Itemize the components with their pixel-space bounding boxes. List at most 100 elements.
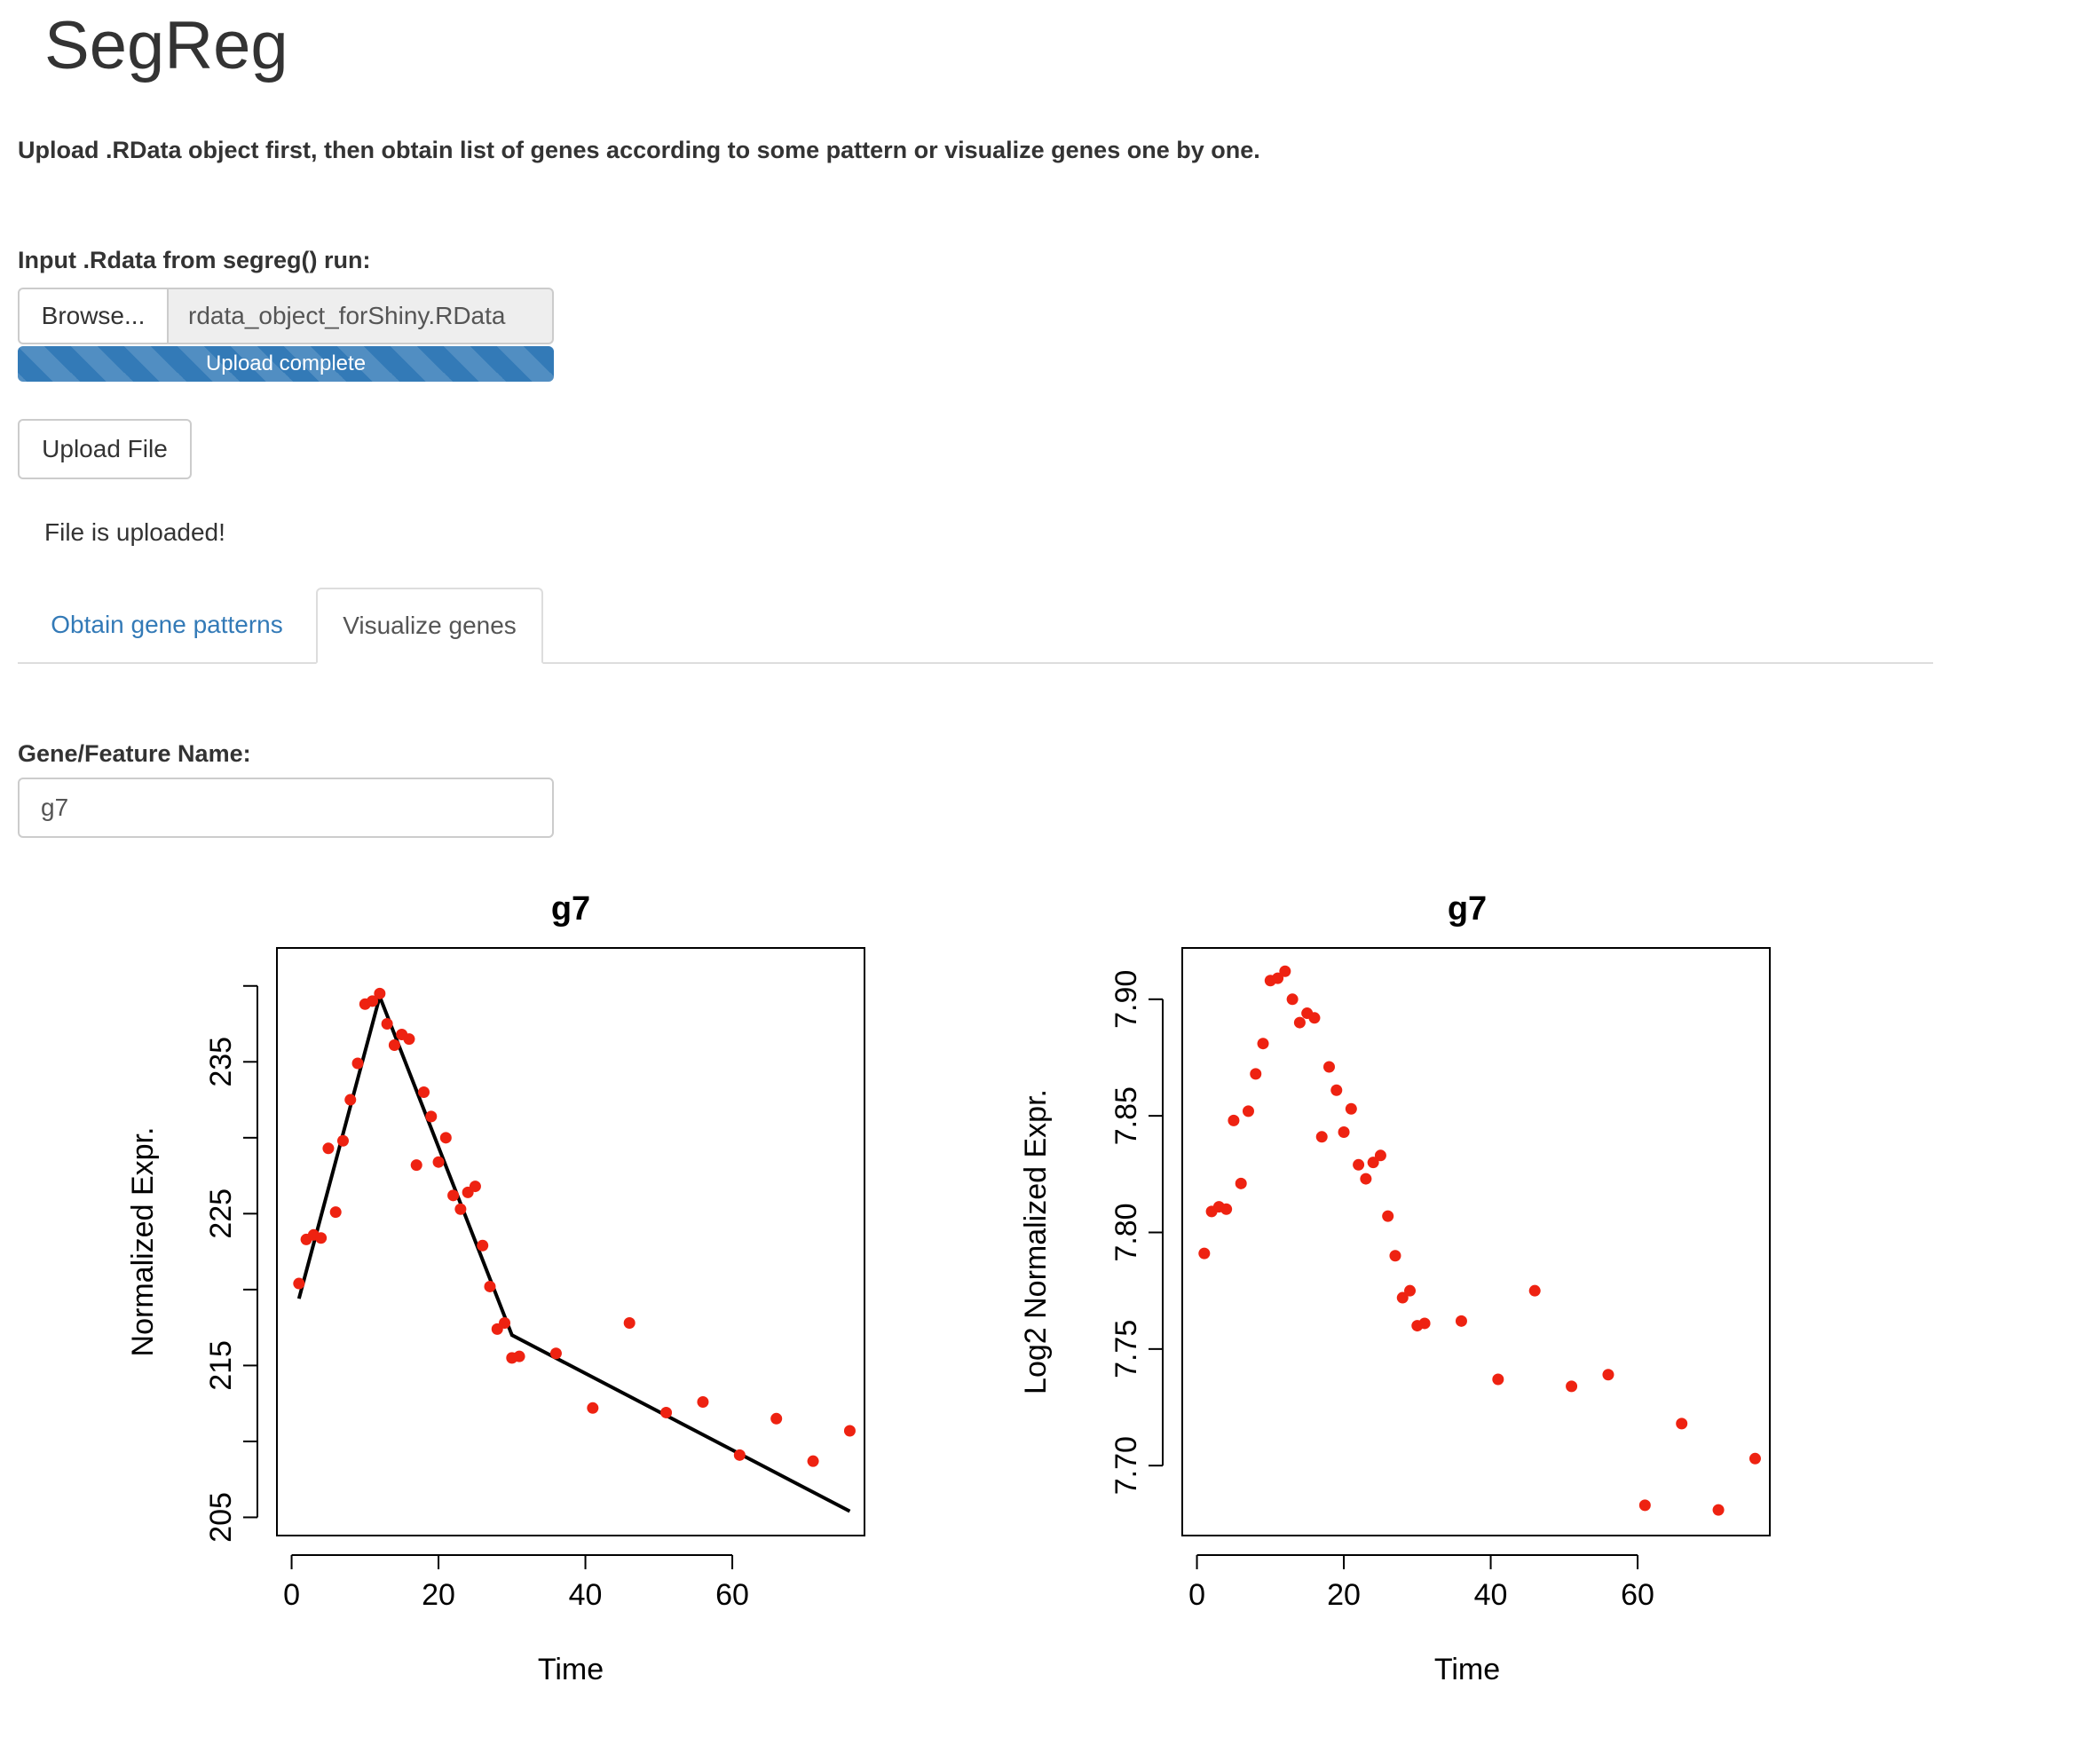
data-point	[807, 1455, 819, 1467]
data-point	[367, 995, 379, 1007]
data-point	[1404, 1284, 1417, 1297]
data-point	[447, 1189, 460, 1202]
data-point	[1198, 1247, 1211, 1260]
data-point	[315, 1232, 328, 1244]
data-point	[388, 1038, 400, 1051]
data-point	[1374, 1149, 1386, 1162]
data-point	[1638, 1499, 1651, 1512]
data-point	[1228, 1114, 1240, 1126]
x-tick-label: 0	[1188, 1578, 1205, 1612]
data-point	[1330, 1084, 1343, 1096]
data-point	[322, 1142, 335, 1155]
data-point	[1602, 1369, 1614, 1381]
data-point	[1345, 1102, 1357, 1115]
y-tick-label: 215	[204, 1340, 238, 1391]
app-title: SegReg	[44, 8, 288, 83]
file-name-field[interactable]: rdata_object_forShiny.RData	[169, 288, 554, 344]
chart-title: g7	[551, 890, 590, 928]
x-tick-label: 20	[422, 1578, 455, 1612]
data-point	[432, 1156, 445, 1168]
data-point	[329, 1206, 342, 1219]
chart-title: g7	[1448, 890, 1487, 928]
x-axis-label: Time	[538, 1653, 604, 1686]
log2-normalized-expr-chart: g7 Time Log2 Normalized Expr. 0 20 40 60 7.7…	[1019, 890, 1771, 1686]
data-point	[513, 1350, 525, 1362]
y-axis-label: Normalized Expr.	[126, 1127, 160, 1357]
data-point	[1749, 1452, 1761, 1465]
tab-obtain-gene-patterns[interactable]: Obtain gene patterns	[51, 611, 283, 638]
data-point	[1418, 1317, 1431, 1330]
data-point	[587, 1402, 599, 1414]
file-input-label: Input .Rdata from segreg() run:	[18, 247, 371, 273]
upload-progress-text: Upload complete	[205, 351, 367, 375]
data-point	[1676, 1417, 1688, 1430]
data-point	[1455, 1315, 1467, 1327]
data-point	[1353, 1158, 1365, 1171]
x-tick-label: 0	[283, 1578, 300, 1612]
data-point	[293, 1277, 305, 1290]
data-point	[1712, 1504, 1725, 1516]
data-point	[1250, 1068, 1262, 1080]
data-point	[410, 1159, 422, 1172]
data-point	[374, 987, 386, 999]
data-point	[623, 1317, 636, 1330]
data-point	[733, 1449, 746, 1461]
data-point	[499, 1317, 511, 1330]
data-point	[1220, 1203, 1233, 1215]
data-point	[403, 1033, 415, 1046]
data-point	[469, 1181, 481, 1193]
data-point	[1257, 1038, 1269, 1050]
data-point	[484, 1280, 496, 1292]
tab-visualize-genes[interactable]: Visualize genes	[316, 588, 543, 664]
data-point	[1396, 1291, 1409, 1304]
data-point	[1235, 1177, 1247, 1189]
y-tick-label: 7.85	[1109, 1086, 1143, 1145]
data-point	[549, 1347, 562, 1360]
data-point	[1242, 1105, 1254, 1117]
file-input-group: Browse... rdata_object_forShiny.RData	[18, 288, 554, 344]
upload-file-button[interactable]: Upload File	[18, 419, 192, 479]
data-point	[344, 1094, 357, 1106]
x-tick-label: 20	[1327, 1578, 1361, 1612]
tab-bar: Obtain gene patterns Visualize genes	[18, 588, 1933, 664]
data-point	[1323, 1061, 1335, 1073]
x-tick-label: 60	[1621, 1578, 1654, 1612]
gene-name-input[interactable]: g7	[18, 778, 554, 838]
data-point	[1308, 1012, 1321, 1024]
x-tick-label: 40	[1474, 1578, 1508, 1612]
data-point	[1293, 1016, 1306, 1029]
y-tick-label: 205	[204, 1492, 238, 1543]
data-point	[1492, 1373, 1504, 1386]
data-point	[1528, 1284, 1541, 1297]
data-point	[439, 1132, 452, 1144]
description-text: Upload .RData object first, then obtain …	[18, 137, 1260, 163]
data-point	[425, 1110, 438, 1123]
y-tick-label: 235	[204, 1037, 238, 1087]
data-point	[1367, 1157, 1379, 1169]
upload-progress-bar: Upload complete	[18, 346, 554, 382]
normalized-expr-chart: g7 Time Normalized Expr. 0 20 40 60 205 215 22…	[126, 890, 865, 1686]
browse-button[interactable]: Browse...	[18, 288, 169, 344]
x-axis-label: Time	[1434, 1653, 1500, 1686]
x-tick-label: 60	[715, 1578, 749, 1612]
plot-frame	[1181, 947, 1771, 1536]
data-point	[1382, 1210, 1394, 1222]
upload-status-text: File is uploaded!	[44, 518, 225, 546]
data-point	[381, 1018, 393, 1031]
data-point	[351, 1057, 364, 1070]
data-point	[1566, 1380, 1578, 1393]
data-point	[336, 1134, 349, 1147]
y-axis-label: Log2 Normalized Expr.	[1019, 1089, 1053, 1394]
y-tick-label: 7.70	[1109, 1436, 1143, 1495]
data-point	[660, 1406, 673, 1418]
y-tick-label: 7.80	[1109, 1203, 1143, 1261]
y-tick-label: 7.75	[1109, 1320, 1143, 1378]
data-point	[1360, 1173, 1372, 1185]
x-tick-label: 40	[569, 1578, 603, 1612]
y-tick-label: 7.90	[1109, 970, 1143, 1029]
data-point	[1279, 965, 1291, 977]
data-point	[418, 1086, 430, 1099]
plot-frame	[276, 947, 865, 1536]
y-tick-label: 225	[204, 1188, 238, 1239]
data-point	[770, 1412, 783, 1425]
